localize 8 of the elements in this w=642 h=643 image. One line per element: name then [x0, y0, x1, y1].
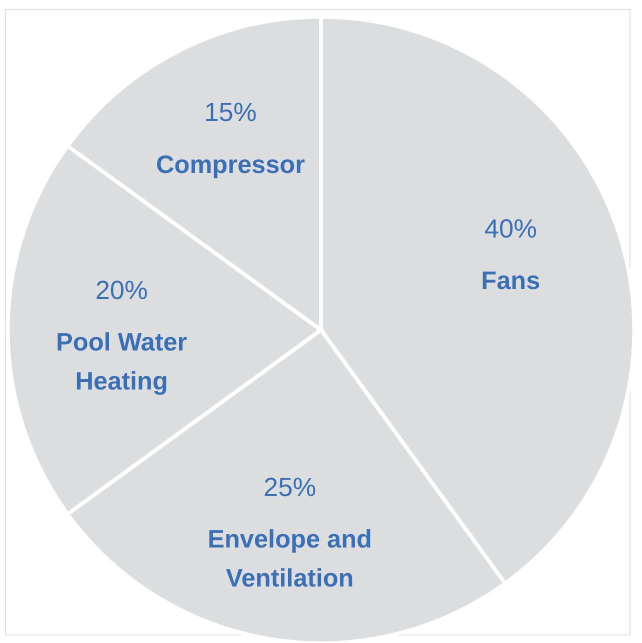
data-label: 25%	[264, 472, 316, 502]
slice-label: Pool Water Heating	[56, 328, 188, 396]
data-label: 15%	[204, 97, 257, 128]
slice-label: Envelope and Ventilation	[208, 525, 372, 592]
slice-label: Fans	[481, 266, 540, 295]
slice-label: Compressor	[156, 150, 306, 179]
data-label: 40%	[484, 213, 537, 244]
data-label: 20%	[95, 274, 148, 305]
